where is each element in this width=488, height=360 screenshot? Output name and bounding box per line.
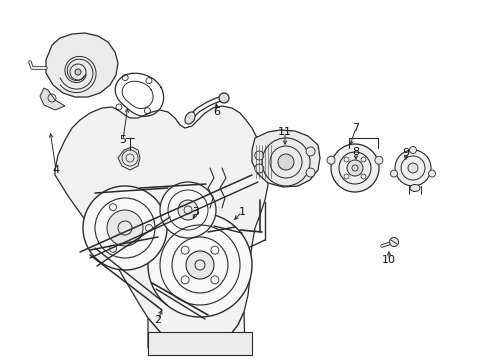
Circle shape <box>346 160 362 176</box>
Circle shape <box>374 156 382 164</box>
Circle shape <box>305 168 314 177</box>
Polygon shape <box>251 130 319 187</box>
Circle shape <box>326 156 334 164</box>
Ellipse shape <box>184 112 195 124</box>
Circle shape <box>390 170 397 177</box>
Circle shape <box>278 154 293 170</box>
Text: 5: 5 <box>119 135 126 145</box>
Text: 7: 7 <box>352 123 359 133</box>
Circle shape <box>394 150 430 186</box>
Circle shape <box>389 238 398 247</box>
Circle shape <box>254 151 263 160</box>
Circle shape <box>305 147 314 156</box>
Circle shape <box>408 147 416 153</box>
Polygon shape <box>55 106 267 348</box>
Circle shape <box>75 69 81 75</box>
Text: 8: 8 <box>352 147 359 157</box>
Polygon shape <box>46 33 118 97</box>
Circle shape <box>407 163 417 173</box>
Polygon shape <box>40 88 65 110</box>
Polygon shape <box>118 147 140 170</box>
Text: 2: 2 <box>154 315 161 325</box>
Circle shape <box>254 164 263 173</box>
Circle shape <box>160 182 216 238</box>
Circle shape <box>178 200 198 220</box>
Circle shape <box>219 93 228 103</box>
Text: 4: 4 <box>52 165 60 175</box>
Circle shape <box>148 213 251 317</box>
Polygon shape <box>148 332 251 355</box>
Text: 6: 6 <box>213 107 220 117</box>
Circle shape <box>427 170 435 177</box>
Text: 3: 3 <box>192 207 199 217</box>
Polygon shape <box>148 312 244 348</box>
Text: 11: 11 <box>278 127 291 137</box>
Circle shape <box>83 186 167 270</box>
Circle shape <box>107 210 142 246</box>
Text: 1: 1 <box>238 207 245 217</box>
Circle shape <box>185 251 214 279</box>
Text: 10: 10 <box>381 255 395 265</box>
Text: 9: 9 <box>402 148 409 158</box>
Ellipse shape <box>409 184 419 192</box>
Circle shape <box>330 144 378 192</box>
